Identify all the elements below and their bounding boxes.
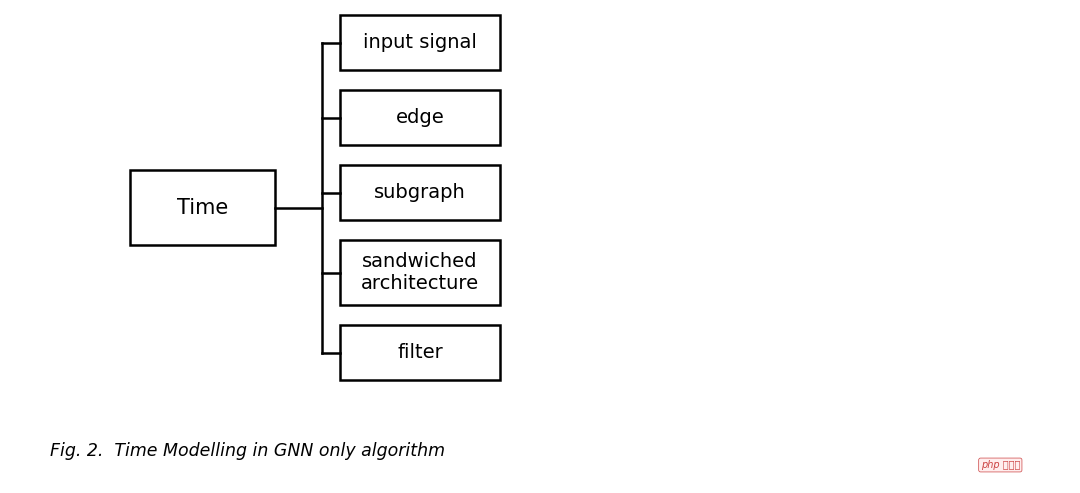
Text: filter: filter [397,343,443,362]
Text: php 中文网: php 中文网 [981,460,1020,470]
Text: Fig. 2.  Time Modelling in GNN only algorithm: Fig. 2. Time Modelling in GNN only algor… [50,442,445,460]
Text: Time: Time [177,198,228,217]
Text: subgraph: subgraph [374,183,465,202]
Text: input signal: input signal [363,33,477,52]
FancyBboxPatch shape [340,165,500,220]
FancyBboxPatch shape [340,90,500,145]
FancyBboxPatch shape [340,325,500,380]
FancyBboxPatch shape [130,170,275,245]
Text: edge: edge [395,108,444,127]
FancyBboxPatch shape [340,15,500,70]
FancyBboxPatch shape [340,240,500,305]
Text: sandwiched
architecture: sandwiched architecture [361,252,480,293]
